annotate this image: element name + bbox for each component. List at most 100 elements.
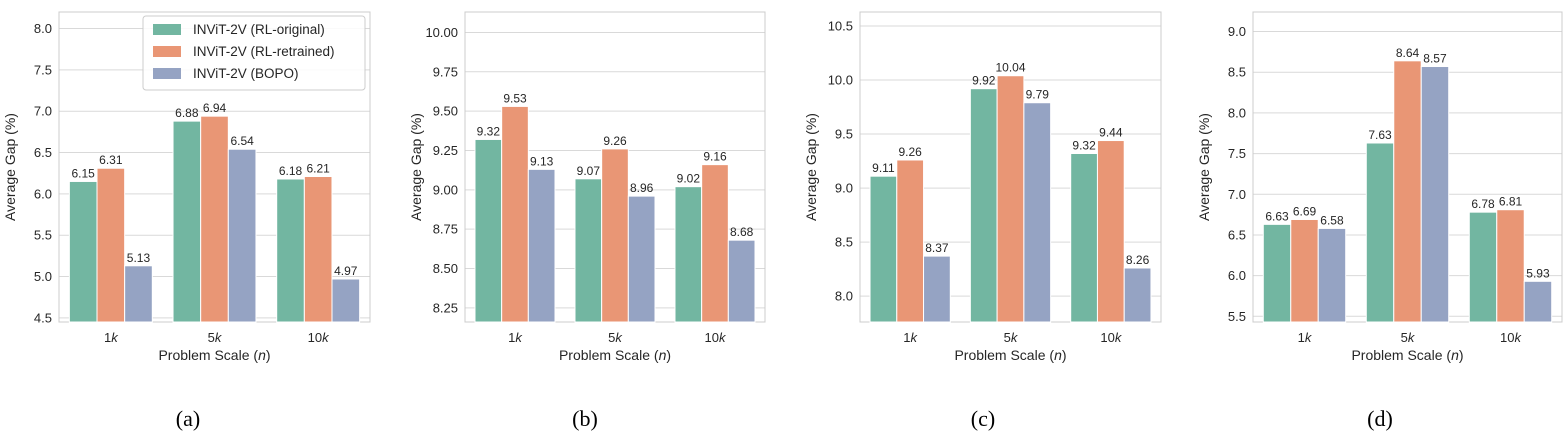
x-tick-label: 1k <box>104 330 119 345</box>
bar-rl-original-10k <box>1070 152 1098 323</box>
y-tick-label: 5.5 <box>1228 309 1246 324</box>
bar-data-label: 9.16 <box>703 150 727 164</box>
bar-rl-original-1k <box>474 138 503 323</box>
bar-data-label: 6.94 <box>203 101 227 115</box>
x-tick-label: 5k <box>608 330 623 345</box>
y-tick-label: 6.0 <box>34 186 52 201</box>
bar-bopo-1k <box>1317 227 1347 323</box>
y-tick-label: 6.0 <box>1228 268 1246 283</box>
bar-rl-original-1k <box>68 180 98 323</box>
bar-data-label: 8.37 <box>925 241 949 255</box>
bar-data-label: 6.69 <box>1293 204 1317 218</box>
y-tick-label: 7.5 <box>34 62 52 77</box>
y-tick-label: 10.5 <box>828 19 853 34</box>
bar-data-label: 9.44 <box>1099 126 1123 140</box>
bar-data-label: 5.13 <box>127 251 151 265</box>
bar-bopo-1k <box>124 265 153 323</box>
bar-bopo-10k <box>1123 267 1152 323</box>
bar-rl-retrained-10k <box>1096 140 1125 323</box>
bar-rl-retrained-1k <box>896 159 925 323</box>
chart-panel-1: 4.5 5.0 5.5 6.0 6.5 7.0 7.5 8.0 6.15 6.88 6.18 6.31… <box>2 11 371 431</box>
bar-rl-retrained-5k <box>200 115 229 323</box>
bar-rl-retrained-10k <box>1496 209 1525 323</box>
bar-bopo-10k <box>331 278 361 323</box>
legend-label: INViT-2V (RL-original) <box>193 22 325 37</box>
y-tick-label: 9.50 <box>433 104 458 119</box>
bar-data-label: 6.21 <box>306 162 330 176</box>
y-tick-label: 9.25 <box>433 143 458 158</box>
chart-panel-4: 5.5 6.0 6.5 7.0 7.5 8.0 8.5 9.0 6.63 7.63 6.78 6.69… <box>1196 11 1563 431</box>
bar-rl-original-1k <box>1262 223 1292 323</box>
bar-data-label: 7.63 <box>1368 128 1392 142</box>
bar-bopo-5k <box>627 195 656 323</box>
bar-data-label: 9.07 <box>577 164 601 178</box>
panel-caption: (d) <box>1367 406 1393 431</box>
legend-label: INViT-2V (BOPO) <box>193 66 299 81</box>
y-tick-label: 8.5 <box>1228 65 1246 80</box>
bar-data-label: 9.32 <box>1072 138 1096 152</box>
bar-bopo-10k <box>1523 280 1553 323</box>
y-tick-label: 9.0 <box>835 181 853 196</box>
bar-data-label: 9.11 <box>872 161 895 175</box>
x-tick-label: 10k <box>705 330 727 345</box>
bar-rl-original-10k <box>276 178 305 323</box>
bar-data-label: 8.26 <box>1126 253 1150 267</box>
y-tick-label: 8.0 <box>1228 105 1246 120</box>
x-tick-label: 10k <box>1500 330 1522 345</box>
bar-data-label: 4.97 <box>334 264 358 278</box>
y-tick-label: 6.5 <box>34 145 52 160</box>
bar-data-label: 6.78 <box>1471 197 1495 211</box>
bar-bopo-10k <box>727 239 756 323</box>
legend-swatch <box>153 68 181 79</box>
bar-data-label: 6.31 <box>99 153 123 167</box>
bar-data-label: 9.02 <box>677 172 701 186</box>
y-tick-label: 8.5 <box>835 235 853 250</box>
y-tick-label: 10.0 <box>828 73 853 88</box>
y-tick-label: 9.5 <box>835 127 853 142</box>
bar-data-label: 9.79 <box>1026 88 1050 102</box>
y-axis-label: Average Gap (%) <box>408 113 424 221</box>
bar-data-label: 9.13 <box>530 154 554 168</box>
bar-rl-retrained-10k <box>701 164 729 323</box>
bar-bopo-1k <box>923 255 951 323</box>
chart-panel-2: 8.25 8.50 8.75 9.00 9.25 9.50 9.75 10.00 9.32 9.0… <box>408 11 766 431</box>
panel-caption: (c) <box>971 406 995 431</box>
y-tick-label: 7.0 <box>34 104 52 119</box>
y-tick-label: 8.0 <box>34 21 52 36</box>
bar-bopo-1k <box>527 168 556 323</box>
bar-data-label: 6.54 <box>230 134 254 148</box>
legend-box <box>142 15 366 91</box>
bar-bopo-5k <box>227 148 257 323</box>
y-tick-label: 6.5 <box>1228 227 1246 242</box>
y-tick-label: 9.75 <box>433 64 458 79</box>
chart-panel-3: 8.0 8.5 9.0 9.5 10.0 10.5 9.11 9.92 9.32 9.26 10.0… <box>803 11 1162 431</box>
bar-data-label: 6.18 <box>279 164 303 178</box>
panel-caption: (a) <box>176 406 200 431</box>
panel-caption: (b) <box>572 406 598 431</box>
bar-data-label: 6.81 <box>1499 195 1523 209</box>
x-axis-label: Problem Scale (n) <box>559 347 671 363</box>
bar-data-label: 8.64 <box>1396 46 1420 60</box>
y-tick-label: 10.00 <box>425 25 458 40</box>
bar-data-label: 9.53 <box>503 91 527 105</box>
bar-data-label: 10.04 <box>995 61 1025 75</box>
y-tick-label: 7.5 <box>1228 146 1246 161</box>
y-axis-label: Average Gap (%) <box>1196 113 1212 221</box>
y-tick-label: 9.00 <box>433 182 458 197</box>
legend: INViT-2V (RL-original) INViT-2V (RL-retra… <box>142 15 366 91</box>
bar-bopo-5k <box>1023 102 1052 323</box>
x-tick-label: 10k <box>308 330 330 345</box>
legend-swatch <box>153 46 181 57</box>
y-tick-label: 8.75 <box>433 222 458 237</box>
bar-data-label: 8.57 <box>1423 52 1447 66</box>
bar-rl-retrained-5k <box>1393 60 1422 323</box>
y-tick-label: 8.0 <box>835 289 853 304</box>
bar-rl-retrained-5k <box>996 75 1025 323</box>
bar-data-label: 6.63 <box>1265 209 1289 223</box>
x-tick-label: 10k <box>1100 330 1122 345</box>
y-tick-label: 9.0 <box>1228 24 1246 39</box>
x-tick-label: 1k <box>508 330 523 345</box>
x-tick-label: 1k <box>903 330 918 345</box>
y-axis-label: Average Gap (%) <box>803 113 819 221</box>
